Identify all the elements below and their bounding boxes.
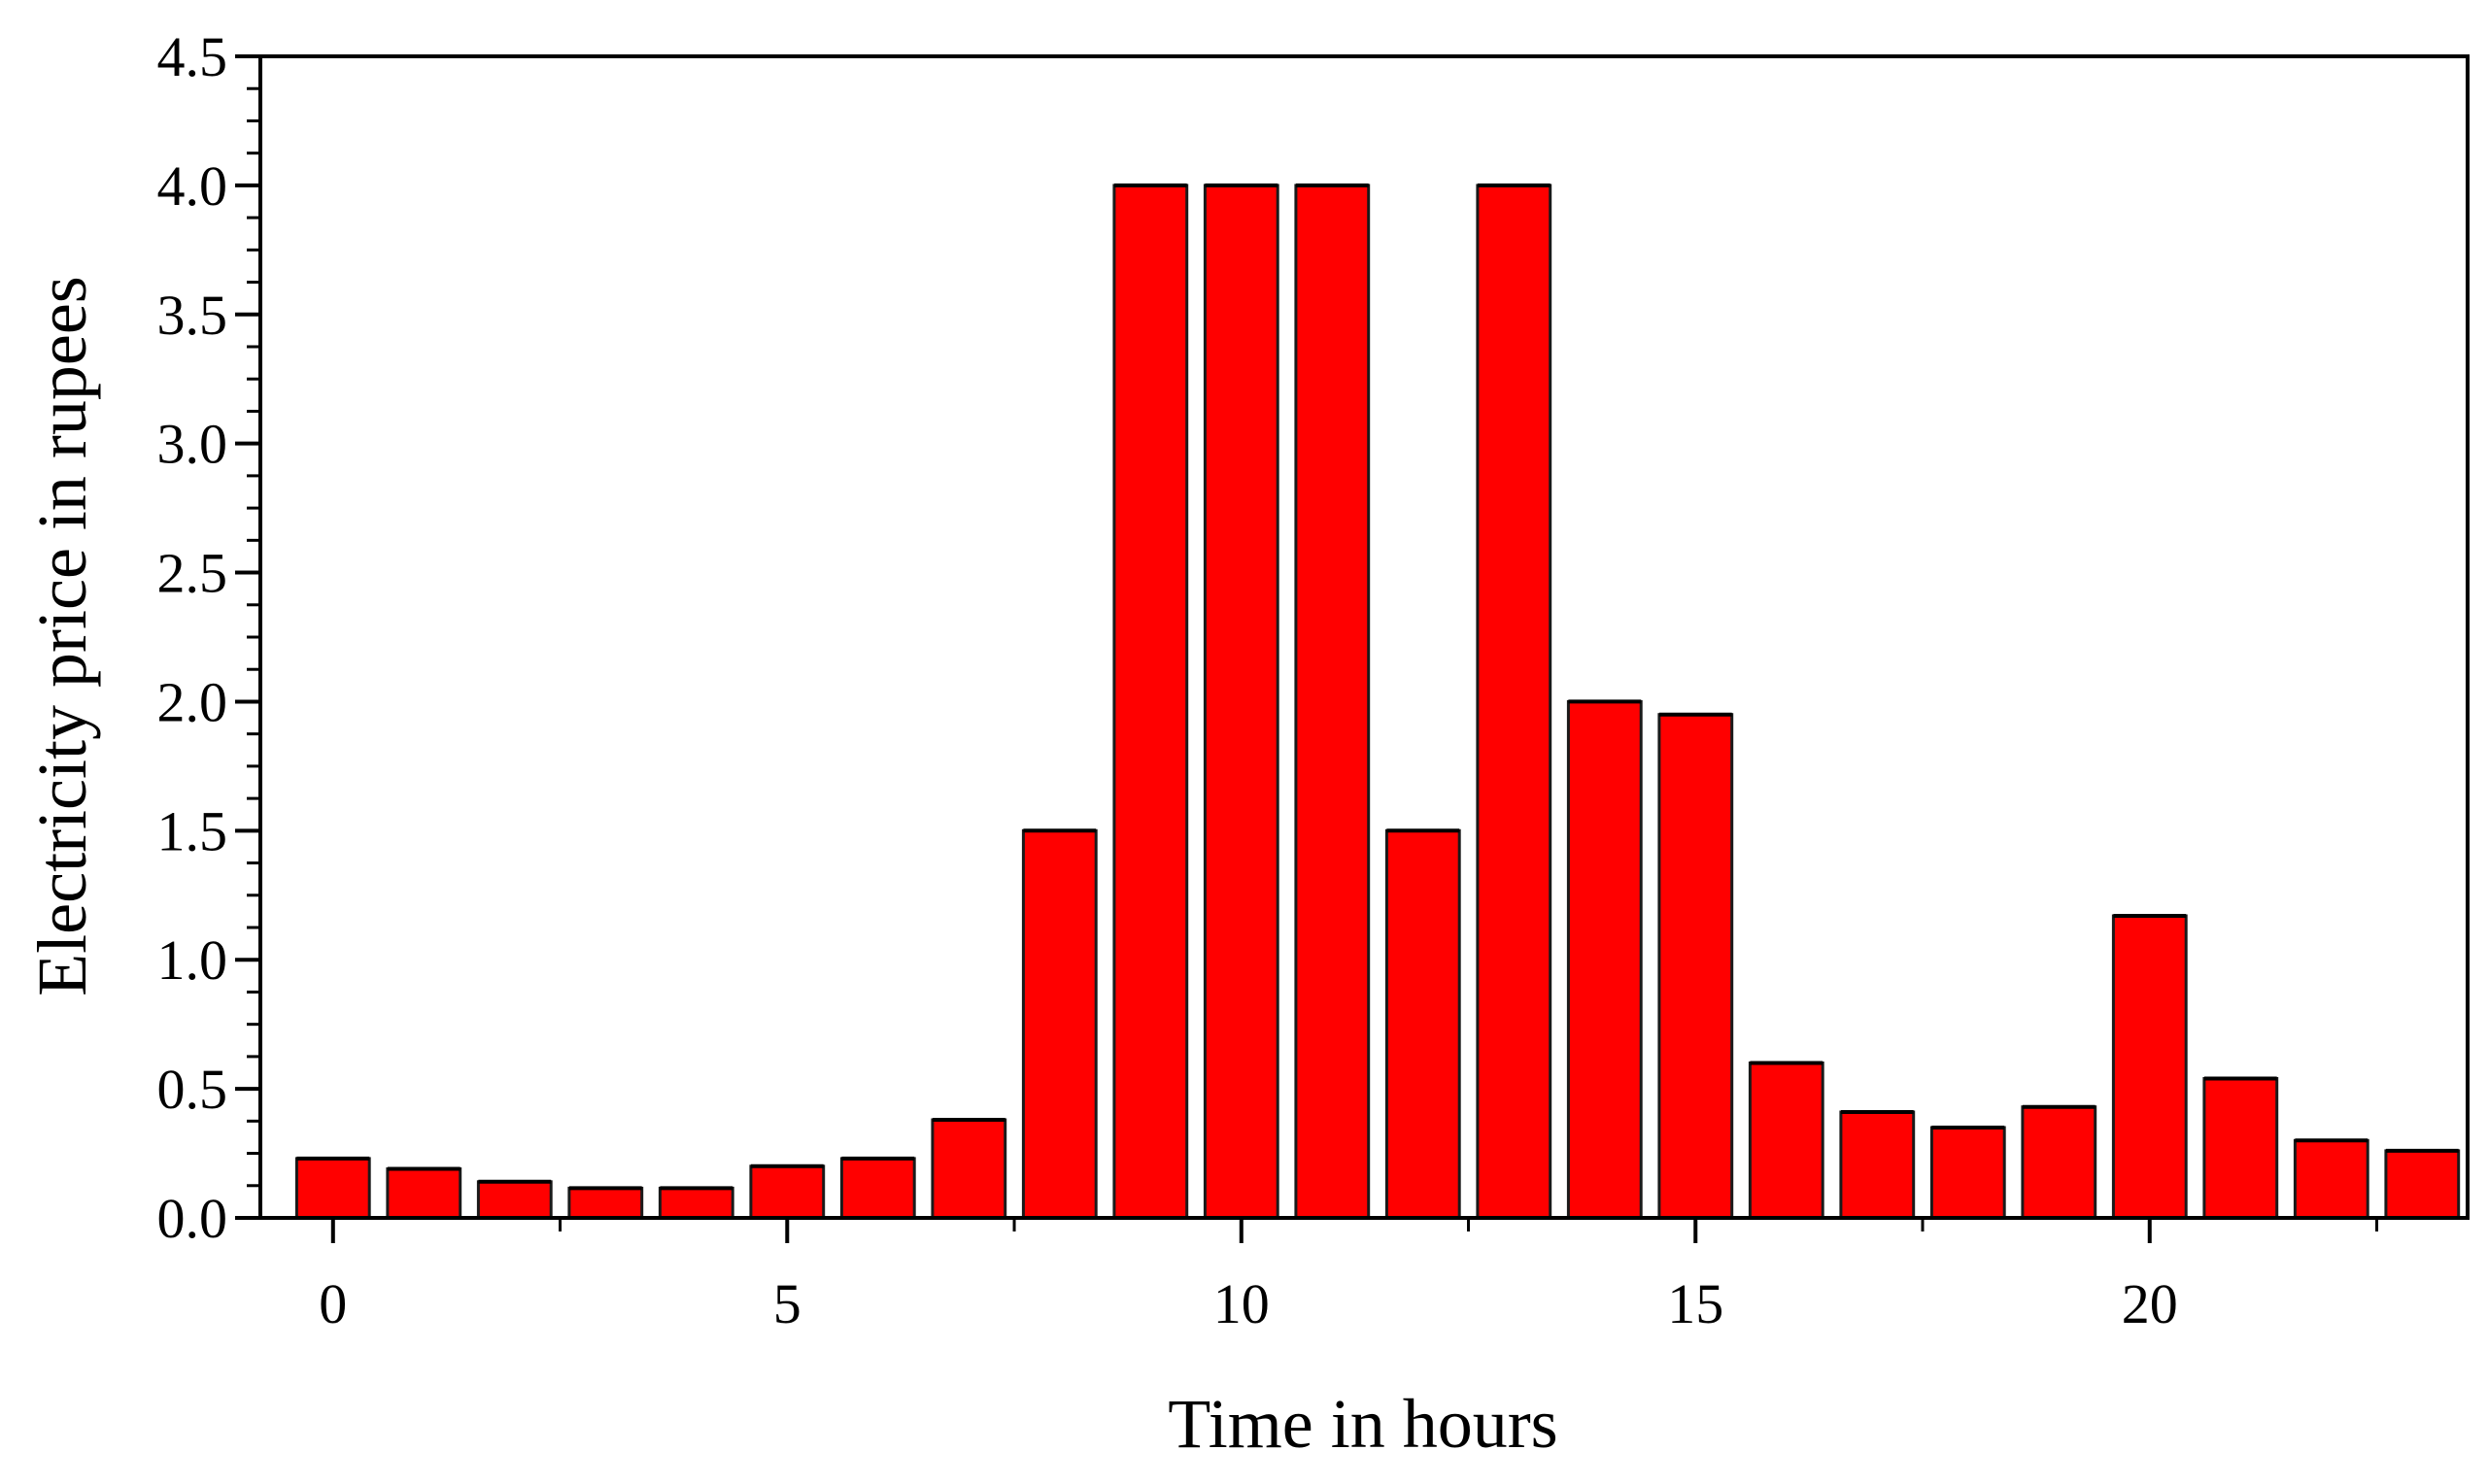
bar-hour-13	[1476, 184, 1552, 1220]
bar-hour-21	[2202, 1077, 2279, 1220]
y-tick-label: 4.5	[157, 25, 228, 88]
bar-hour-23	[2384, 1149, 2461, 1220]
y-tick-label: 2.0	[157, 670, 228, 733]
bar-hour-7	[931, 1118, 1007, 1220]
x-tick-label: 20	[2122, 1272, 2178, 1335]
axes-layer	[235, 54, 2470, 1243]
bar-hour-1	[386, 1167, 462, 1220]
x-tick-label: 15	[1667, 1272, 1723, 1335]
bar-hour-4	[658, 1186, 734, 1220]
bar-hour-12	[1384, 828, 1461, 1220]
y-tick-label: 2.5	[157, 542, 228, 605]
bar-hour-19	[2021, 1105, 2097, 1220]
y-tick-label: 3.0	[157, 413, 228, 476]
y-tick-label: 0.5	[157, 1058, 228, 1121]
bar-hour-0	[294, 1157, 371, 1220]
bar-hour-10	[1203, 184, 1279, 1220]
x-tick-label: 10	[1213, 1272, 1270, 1335]
bar-hour-5	[749, 1164, 826, 1220]
y-tick-label: 3.5	[157, 284, 228, 347]
bar-hour-14	[1566, 699, 1643, 1220]
bar-hour-8	[1021, 828, 1098, 1220]
bar-hour-18	[1929, 1126, 2006, 1220]
bar-hour-9	[1112, 184, 1189, 1220]
bar-hour-20	[2111, 914, 2188, 1220]
tick-labels-layer: 0.0 0.5 1.0 1.5 2.0 2.5 3.0 3.5 4.0 4.5 0 5 10 15 20	[157, 25, 2178, 1335]
x-axis-title: Time in hours	[1168, 1385, 1557, 1463]
bar-hour-3	[567, 1186, 644, 1220]
x-tick-label: 0	[319, 1272, 347, 1335]
y-tick-label: 1.5	[157, 799, 228, 862]
x-tick-label: 5	[773, 1272, 801, 1335]
y-tick-label: 1.0	[157, 928, 228, 992]
bar-hour-16	[1748, 1062, 1824, 1220]
bar-hour-22	[2293, 1138, 2369, 1220]
bar-hour-11	[1294, 184, 1371, 1220]
bar-hour-17	[1839, 1110, 1916, 1220]
bar-hour-2	[476, 1180, 553, 1220]
bar-hour-6	[839, 1157, 916, 1220]
y-axis-title: Electricity price in rupees	[23, 276, 101, 996]
bars-layer	[294, 183, 2461, 1220]
y-tick-label: 0.0	[157, 1187, 228, 1250]
y-tick-label: 4.0	[157, 154, 228, 218]
bar-hour-15	[1657, 713, 1734, 1220]
